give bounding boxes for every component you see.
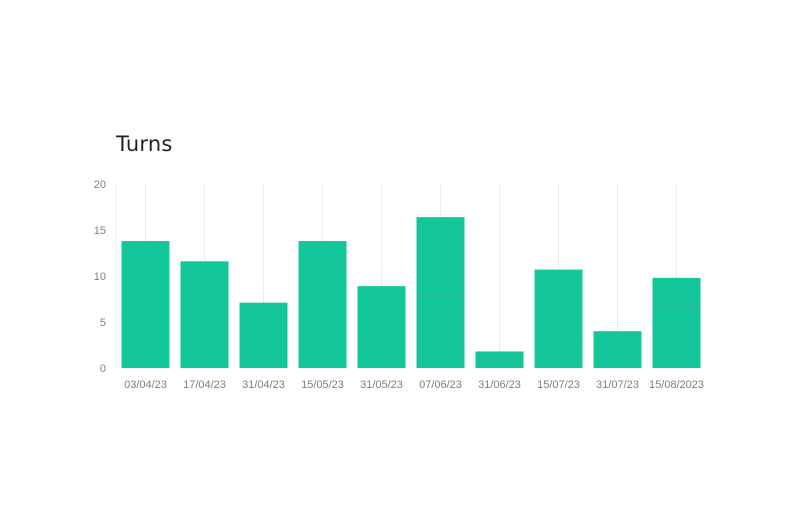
bar-segment [534, 343, 583, 368]
bar-segment [357, 346, 406, 368]
y-tick-label: 10 [94, 271, 106, 283]
bar-segment [475, 351, 524, 361]
bar-segment [593, 351, 642, 368]
bar-segment [652, 306, 701, 368]
x-tick-label: 31/06/23 [478, 379, 521, 391]
x-tick-label: 15/07/23 [537, 379, 580, 391]
x-tick-label: 31/05/23 [360, 379, 403, 391]
bar-segment [298, 266, 347, 368]
y-tick-label: 0 [100, 363, 106, 375]
bar-segment [180, 317, 229, 368]
bar-segment [121, 241, 170, 318]
x-tick-label: 17/04/23 [183, 379, 226, 391]
bars [121, 217, 701, 368]
bar-segment [652, 277, 701, 307]
bar-segment [121, 317, 170, 368]
bar-segment [416, 294, 465, 368]
x-axis-ticks: 03/04/23 17/04/23 31/04/23 15/05/23 31/05/23… [124, 379, 704, 391]
bar-segment [534, 269, 583, 344]
bar-segment [593, 331, 642, 352]
y-axis-ticks: 0 5 10 15 20 [94, 179, 106, 375]
bar-segment [239, 302, 288, 336]
x-tick-label: 31/07/23 [596, 379, 639, 391]
y-tick-label: 5 [100, 317, 106, 329]
y-tick-label: 20 [94, 179, 106, 191]
x-tick-label: 15/08/2023 [649, 379, 704, 391]
y-tick-label: 15 [94, 225, 106, 237]
x-tick-label: 07/06/23 [419, 379, 462, 391]
x-tick-label: 15/05/23 [301, 379, 344, 391]
bar-segment [298, 241, 347, 267]
bar-segment [475, 360, 524, 368]
bar-segment [180, 261, 229, 318]
x-tick-label: 03/04/23 [124, 379, 167, 391]
chart-title: Turns [116, 132, 173, 156]
bar-segment [416, 217, 465, 295]
bar-segment [239, 335, 288, 368]
bar-segment [357, 286, 406, 347]
x-tick-label: 31/04/23 [242, 379, 285, 391]
